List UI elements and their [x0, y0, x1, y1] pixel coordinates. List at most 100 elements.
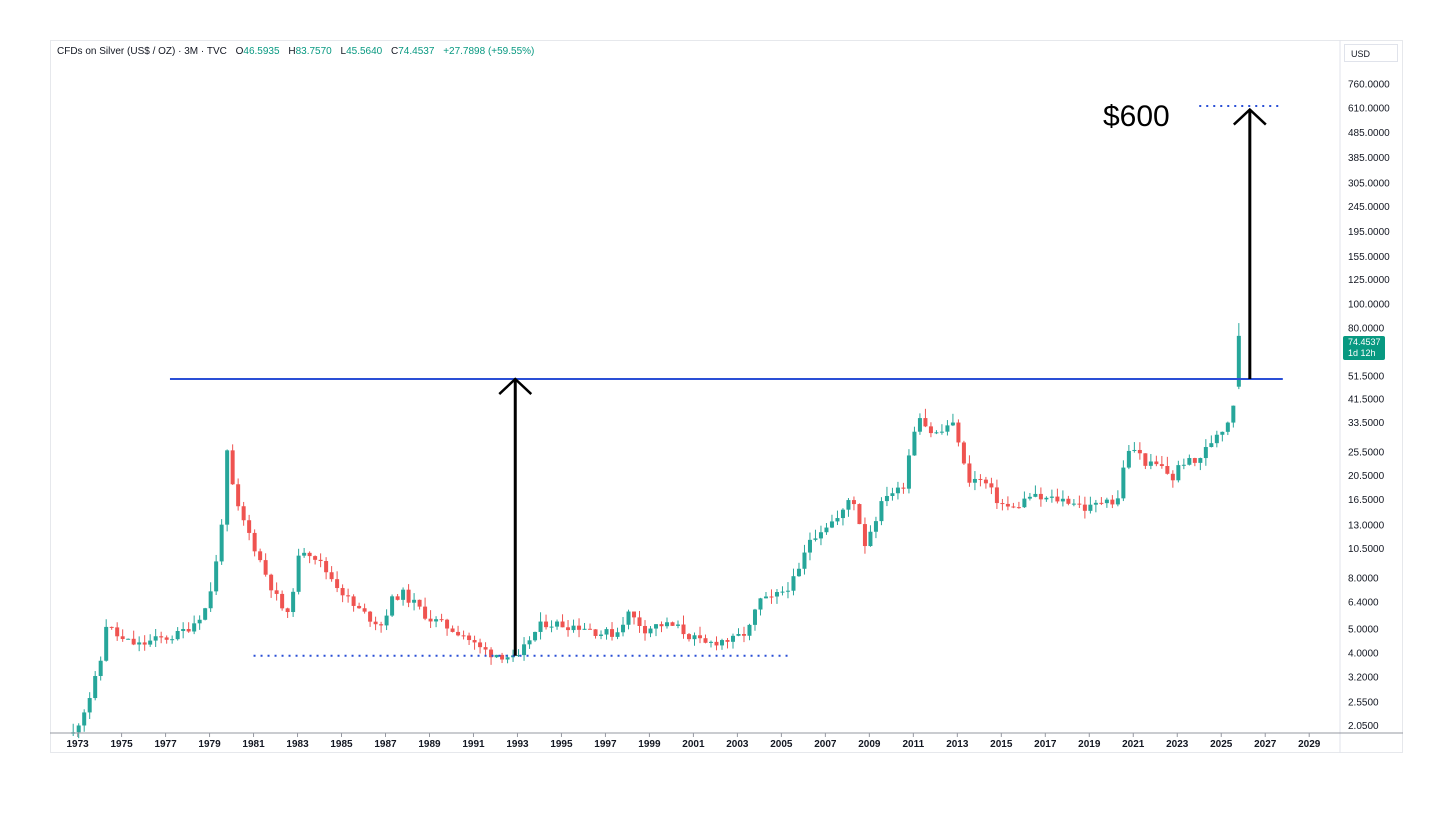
close-label: C: [391, 46, 399, 57]
candle-body: [857, 504, 862, 525]
time-tick-label: 2011: [902, 739, 924, 750]
price-tick-label: 20.5000: [1348, 471, 1385, 482]
candle-body: [450, 628, 455, 632]
candle-body: [1077, 503, 1082, 505]
candle-body: [1132, 449, 1137, 451]
candle-body: [796, 568, 801, 577]
candle-body: [137, 642, 142, 645]
candle-body: [1209, 443, 1214, 448]
time-tick-label: 2025: [1210, 739, 1233, 750]
price-tick-label: 10.5000: [1348, 544, 1385, 555]
candle-body: [571, 625, 576, 631]
candle-body: [780, 591, 785, 593]
price-tick-label: 41.5000: [1348, 395, 1385, 406]
price-axis[interactable]: 960.0000760.0000610.0000485.0000385.0000…: [1348, 54, 1390, 732]
candle-body: [428, 618, 433, 622]
candle-body: [115, 627, 120, 637]
low-value: 45.5640: [346, 46, 383, 57]
high-label: H: [288, 46, 296, 57]
candle-body: [346, 595, 351, 597]
candle-body: [247, 520, 252, 533]
candle-body: [274, 590, 279, 594]
candle-body: [1198, 458, 1203, 463]
candle-body: [1192, 458, 1197, 463]
candle-body: [791, 576, 796, 591]
candle-body: [197, 619, 202, 624]
candle-body: [994, 487, 999, 504]
candle-body: [846, 500, 851, 510]
candle-body: [1044, 497, 1049, 500]
candle-body: [148, 640, 153, 645]
candle-body: [939, 431, 944, 433]
candle-body: [1165, 466, 1170, 474]
candle-body: [87, 698, 92, 713]
candle-body: [324, 561, 329, 573]
candle-body: [566, 627, 571, 631]
candle-body: [676, 624, 681, 626]
candle-body: [763, 596, 768, 599]
candle-body: [934, 432, 939, 434]
time-tick-label: 1979: [198, 739, 221, 750]
price-tick-label: 51.5000: [1348, 371, 1385, 382]
candle-body: [329, 572, 334, 580]
candle-body: [461, 635, 466, 637]
candle-body: [1088, 504, 1093, 511]
candle-body: [1159, 464, 1164, 467]
candle-body: [307, 552, 312, 557]
price-tick-label: 3.2000: [1348, 673, 1379, 684]
candle-body: [1099, 502, 1104, 504]
candle-body: [912, 431, 917, 456]
candle-body: [654, 624, 659, 629]
candle-body: [906, 455, 911, 489]
candle-body: [840, 509, 845, 519]
candle-body: [967, 463, 972, 483]
candle-body: [368, 611, 373, 622]
candle-body: [1214, 434, 1219, 444]
candle-body: [1093, 502, 1098, 505]
measure-arrow-head: [1232, 107, 1267, 126]
candle-body: [868, 531, 873, 547]
time-tick-label: 1997: [594, 739, 617, 750]
candle-body: [626, 611, 631, 625]
candle-body: [1203, 447, 1208, 459]
candle-body: [736, 634, 741, 636]
candle-body: [1005, 503, 1010, 507]
price-tick-label: 485.0000: [1348, 128, 1390, 139]
candle-body: [610, 629, 615, 637]
candle-body: [109, 626, 114, 628]
candle-body: [555, 621, 560, 627]
candle-body: [82, 712, 87, 726]
candles-layer: [71, 323, 1241, 739]
candle-body: [802, 552, 807, 569]
time-tick-label: 2007: [814, 739, 837, 750]
candle-body: [813, 538, 818, 540]
candle-body: [945, 425, 950, 432]
candle-body: [604, 629, 609, 635]
candle-body: [505, 657, 510, 660]
candle-body: [983, 479, 988, 484]
candle-body: [1027, 496, 1032, 499]
candle-body: [522, 644, 527, 656]
candle-body: [769, 596, 774, 598]
candle-body: [582, 628, 587, 630]
time-tick-label: 1985: [330, 739, 353, 750]
candle-body: [412, 599, 417, 603]
candle-body: [362, 608, 367, 612]
time-tick-label: 2023: [1166, 739, 1189, 750]
time-tick-label: 2001: [682, 739, 705, 750]
price-tick-label: 13.0000: [1348, 521, 1385, 532]
price-tick-label: 25.5000: [1348, 448, 1385, 459]
candle-body: [538, 621, 543, 632]
time-axis[interactable]: 1973 1975 1977 1979 1981 1983 1985 1987 1989 1991…: [66, 733, 1321, 750]
candle-body: [1148, 461, 1153, 466]
price-tick-label: 2.0500: [1348, 721, 1379, 732]
price-tick-label: 245.0000: [1348, 202, 1390, 213]
time-tick-label: 1983: [286, 739, 309, 750]
candle-body: [1060, 498, 1065, 502]
candle-body: [181, 629, 186, 632]
candle-body: [104, 626, 109, 661]
currency-selector[interactable]: USD: [1344, 44, 1398, 62]
time-tick-label: 1991: [462, 739, 485, 750]
candle-body: [302, 552, 307, 556]
